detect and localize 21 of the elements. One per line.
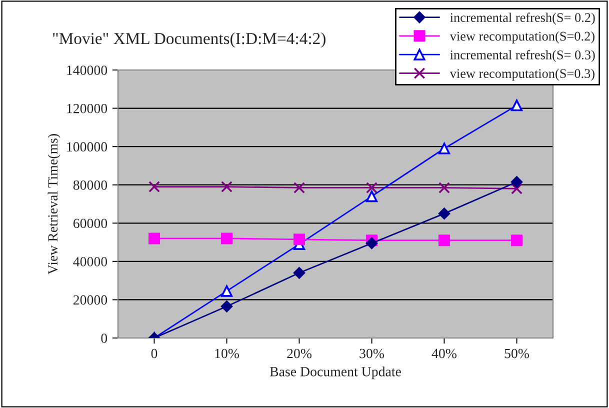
x-tick-label: 10% <box>215 348 240 358</box>
x-axis-title: Base Document Update <box>270 366 401 380</box>
y-tick-label: 80000 <box>73 180 108 190</box>
legend-label: view recomputation(S=0.2) <box>450 31 594 44</box>
y-tick-label: 100000 <box>67 142 108 152</box>
y-tick-label: 60000 <box>73 218 108 228</box>
y-axis-title: View Retrieval Time(ms) <box>48 134 60 274</box>
x-tick-label: 50% <box>504 348 530 358</box>
y-tick-label: 40000 <box>73 257 108 266</box>
y-tick-label: 140000 <box>67 66 108 75</box>
legend-label: view recomputation(S=0.3) <box>450 68 594 81</box>
legend-label: incremental refresh(S= 0.2) <box>450 12 595 25</box>
x-tick-label: 0 <box>151 348 158 358</box>
legend-label: incremental refresh(S= 0.3) <box>450 50 595 62</box>
x-tick-label: 20% <box>287 348 312 358</box>
y-tick-label: 20000 <box>73 295 108 305</box>
chart-title: "Movie" XML Documents(I:D:M=4:4:2) <box>53 32 326 48</box>
x-tick-label: 30% <box>360 348 384 358</box>
y-tick-label: 0 <box>101 334 108 343</box>
x-tick-label: 40% <box>432 348 457 358</box>
y-tick-label: 120000 <box>67 104 108 114</box>
